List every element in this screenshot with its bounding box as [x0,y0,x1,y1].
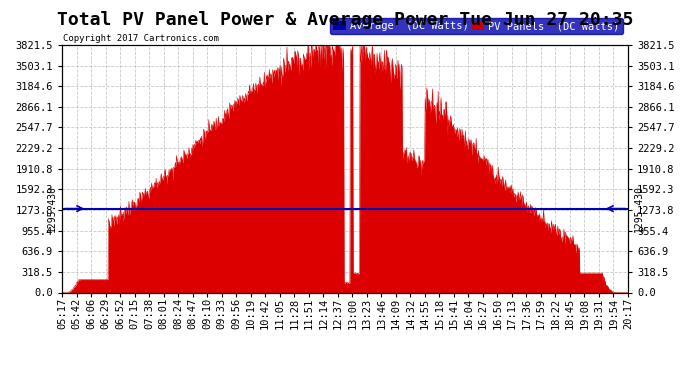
Legend: Average  (DC Watts), PV Panels  (DC Watts): Average (DC Watts), PV Panels (DC Watts) [330,18,622,34]
Text: 1295.430: 1295.430 [46,185,57,232]
Text: Copyright 2017 Cartronics.com: Copyright 2017 Cartronics.com [63,33,219,42]
Text: Total PV Panel Power & Average Power Tue Jun 27 20:35: Total PV Panel Power & Average Power Tue… [57,11,633,29]
Text: 1295.430: 1295.430 [633,185,644,232]
